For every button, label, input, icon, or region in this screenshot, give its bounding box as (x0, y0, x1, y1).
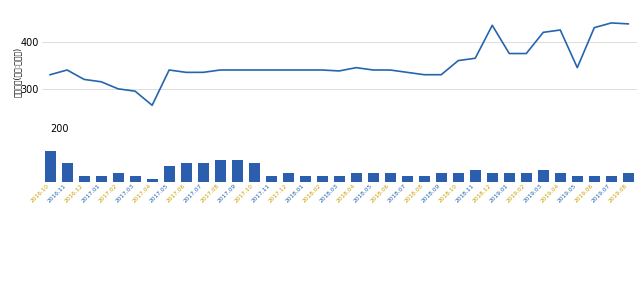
Bar (589, 176, 600, 182)
Bar (113, 173, 124, 182)
Bar (180, 163, 191, 182)
Bar (555, 173, 566, 182)
Bar (504, 173, 515, 182)
Bar (232, 160, 243, 182)
Bar (95, 176, 107, 182)
Bar (317, 176, 328, 182)
Bar (623, 173, 634, 182)
Bar (385, 173, 396, 182)
Bar (606, 176, 617, 182)
Bar (470, 170, 481, 182)
Bar (436, 173, 447, 182)
Bar (61, 163, 72, 182)
Bar (452, 173, 464, 182)
Bar (333, 176, 345, 182)
Bar (198, 163, 209, 182)
Bar (283, 173, 294, 182)
Bar (351, 173, 362, 182)
Bar (487, 173, 498, 182)
Bar (521, 173, 532, 182)
Bar (214, 160, 226, 182)
Bar (164, 166, 175, 182)
Bar (419, 176, 429, 182)
Bar (266, 176, 276, 182)
Y-axis label: 거래금액(단위:백만원): 거래금액(단위:백만원) (13, 47, 22, 97)
Bar (79, 176, 90, 182)
Text: 200: 200 (50, 123, 68, 133)
Bar (572, 176, 583, 182)
Bar (249, 163, 260, 182)
Bar (368, 173, 379, 182)
Bar (402, 176, 413, 182)
Bar (45, 151, 56, 182)
Bar (130, 176, 141, 182)
Bar (147, 179, 157, 182)
Bar (300, 176, 310, 182)
Bar (538, 170, 548, 182)
